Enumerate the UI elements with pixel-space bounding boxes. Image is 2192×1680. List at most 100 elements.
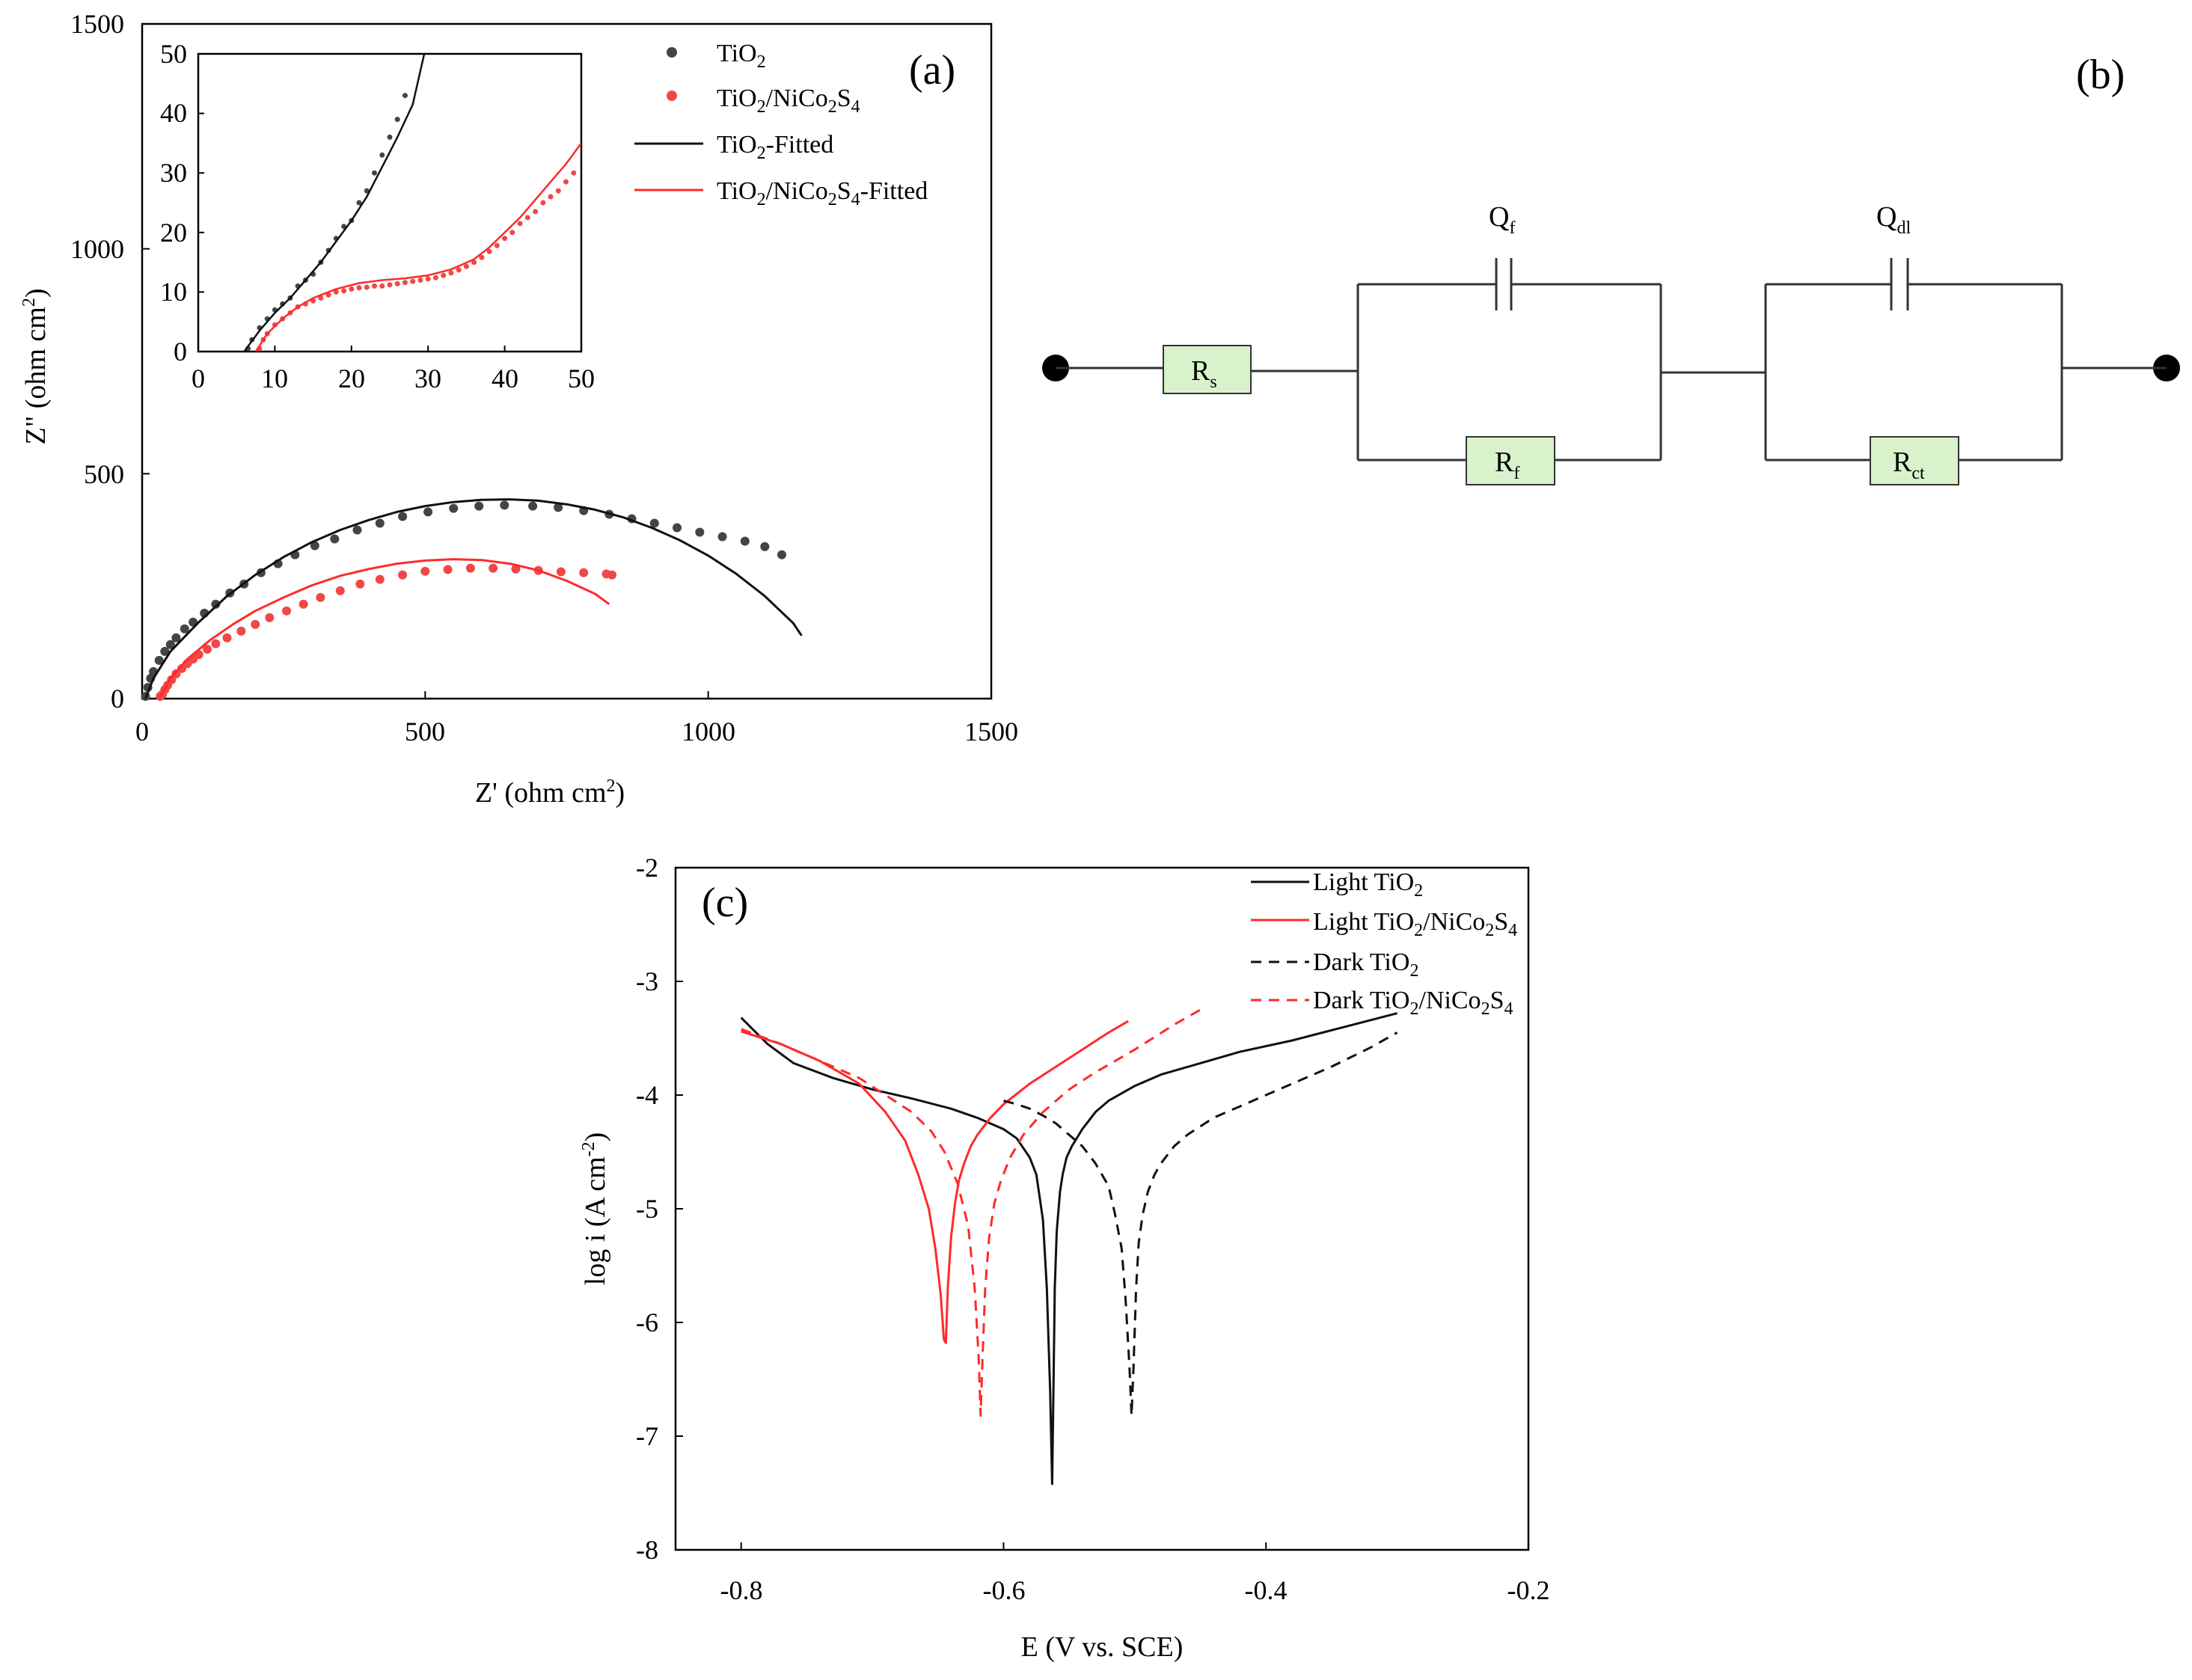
legend-marker-composite — [667, 91, 677, 101]
point-tio2 — [500, 500, 509, 510]
a-y-tick-0: 0 — [111, 684, 124, 714]
inset-frame — [197, 52, 583, 353]
point-tio2-nico2s4 — [375, 574, 385, 584]
svg-text:Qdl: Qdl — [1876, 201, 1911, 238]
legend-label-dark-composite: Dark TiO2/NiCo2S4 — [1313, 987, 1513, 1019]
inset-x-tick-0: 0 — [192, 364, 205, 393]
point-tio2 — [356, 200, 362, 206]
inset-x-tick-40: 40 — [492, 364, 518, 393]
point-tio2 — [649, 518, 659, 528]
point-tio2-nico2s4 — [341, 288, 347, 294]
element-rct: Rct — [1870, 436, 1959, 485]
a-x-tick-500: 500 — [405, 717, 445, 747]
point-tio2-nico2s4 — [398, 570, 408, 580]
point-tio2 — [474, 501, 484, 511]
inset-plot — [243, 54, 581, 352]
point-tio2-nico2s4 — [456, 267, 462, 273]
point-tio2 — [352, 525, 362, 535]
point-tio2 — [760, 542, 770, 551]
panel-c-label: (c) — [702, 880, 748, 926]
series-line-tio2-nico2s4-fitted — [254, 142, 581, 352]
panel-b: (b) Rs Qf — [1042, 52, 2180, 485]
point-tio2-nico2s4 — [511, 564, 521, 574]
series-line-dark-tio2-nico2s4 — [741, 1008, 1201, 1417]
point-tio2 — [528, 501, 538, 511]
panel-a-plot — [141, 498, 803, 701]
element-qdl: Qdl — [1876, 201, 1911, 310]
c-x-tick-0.6: -0.6 — [983, 1575, 1026, 1605]
svg-text:Rs: Rs — [1191, 355, 1217, 392]
series-line-light-tio2 — [740, 1012, 1397, 1486]
point-tio2-nico2s4 — [517, 221, 523, 227]
legend-label-dark-tio2: Dark TiO2 — [1313, 948, 1418, 981]
element-rs: Rs — [1163, 345, 1252, 394]
point-tio2 — [154, 655, 164, 665]
panel-c-plot — [740, 1008, 1398, 1486]
point-tio2-nico2s4 — [355, 579, 365, 589]
series-line-dark-tio2 — [1003, 1031, 1398, 1417]
a-y-axis-title: Z" (ohm cm2) — [19, 288, 52, 444]
point-tio2 — [717, 532, 727, 542]
point-tio2-nico2s4 — [425, 276, 431, 282]
c-x-tick-0.8: -0.8 — [720, 1575, 763, 1605]
svg-text:Qf: Qf — [1489, 201, 1515, 238]
point-tio2-nico2s4 — [548, 194, 554, 200]
point-tio2-nico2s4 — [509, 230, 515, 236]
point-tio2-nico2s4 — [379, 283, 385, 289]
point-tio2-nico2s4 — [494, 242, 500, 248]
point-tio2 — [449, 503, 459, 513]
inset-y-tick-30: 30 — [160, 158, 187, 188]
point-tio2 — [211, 599, 221, 609]
panel-c: -0.8 -0.6 -0.4 -0.2 -2 -3 -4 -5 -6 -7 -8… — [579, 853, 1550, 1663]
point-tio2 — [171, 633, 181, 643]
panel-c-legend: Light TiO2 Light TiO2/NiCo2S4 Dark TiO2 … — [1251, 868, 1517, 1019]
a-y-tick-1500: 1500 — [70, 9, 124, 39]
panel-a-legend: TiO2 TiO2/NiCo2S4 TiO2-Fitted TiO2/NiCo2… — [634, 40, 928, 209]
point-tio2 — [423, 507, 433, 517]
point-tio2 — [180, 624, 189, 634]
svg-text:Rct: Rct — [1893, 447, 1925, 483]
c-y-tick-7: -7 — [636, 1421, 658, 1451]
c-y-tick-4: -4 — [636, 1080, 658, 1110]
legend-label-light-composite: Light TiO2/NiCo2S4 — [1313, 908, 1517, 940]
point-tio2 — [165, 640, 175, 649]
point-tio2-nico2s4 — [579, 568, 589, 577]
point-tio2-nico2s4 — [335, 586, 345, 595]
inset-x-tick-30: 30 — [414, 364, 441, 393]
point-tio2 — [695, 527, 705, 537]
point-tio2-nico2s4 — [299, 599, 308, 609]
point-tio2 — [740, 536, 750, 546]
point-tio2 — [364, 188, 370, 194]
a-y-tick-1000: 1000 — [70, 234, 124, 264]
point-tio2-nico2s4 — [356, 285, 362, 291]
c-y-tick-3: -3 — [636, 966, 658, 996]
point-tio2-nico2s4 — [211, 639, 221, 649]
point-tio2-nico2s4 — [463, 263, 469, 269]
point-tio2-nico2s4 — [607, 570, 616, 580]
point-tio2-nico2s4 — [479, 254, 485, 260]
point-tio2 — [398, 512, 408, 521]
point-tio2-nico2s4 — [465, 563, 475, 573]
legend-label-tio2-fitted: TiO2-Fitted — [717, 131, 833, 163]
c-y-tick-5: -5 — [636, 1194, 658, 1224]
point-tio2-nico2s4 — [387, 282, 393, 288]
point-tio2-nico2s4 — [432, 275, 438, 280]
a-x-tick-0: 0 — [135, 717, 149, 747]
point-tio2 — [310, 541, 319, 551]
series-line-light-tio2-nico2s4 — [741, 1020, 1129, 1344]
point-tio2 — [372, 170, 377, 176]
point-tio2-nico2s4 — [251, 619, 260, 629]
point-tio2-nico2s4 — [372, 283, 377, 289]
point-tio2-nico2s4 — [443, 565, 453, 574]
point-tio2-nico2s4 — [222, 633, 232, 643]
point-tio2 — [160, 646, 170, 656]
point-tio2 — [777, 550, 786, 560]
series-line-tio2-fitted — [243, 54, 426, 352]
element-rf: Rf — [1466, 436, 1555, 485]
point-tio2-nico2s4 — [417, 278, 423, 283]
point-tio2 — [330, 534, 340, 544]
point-tio2-nico2s4 — [364, 284, 370, 290]
point-tio2-nico2s4 — [471, 260, 477, 266]
inset-y-tick-0: 0 — [174, 337, 187, 367]
